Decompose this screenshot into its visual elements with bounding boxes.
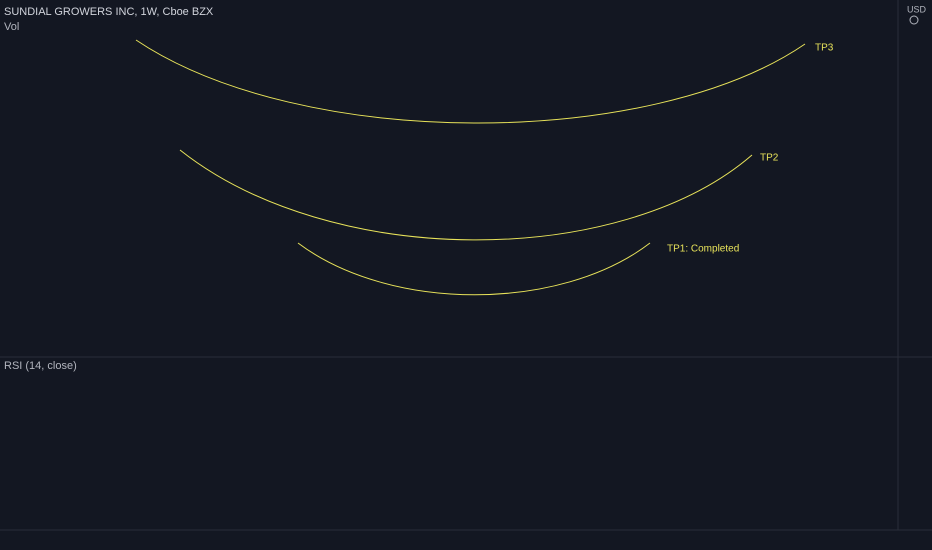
tp2-arc (179, 149, 753, 241)
volume-label: Vol (4, 21, 19, 33)
annotation: TP2 (760, 153, 779, 164)
settings-icon[interactable] (909, 15, 919, 25)
annotation: TP1: Completed (667, 244, 739, 255)
annotation: TP3 (815, 43, 834, 54)
tp1-arc (297, 242, 651, 296)
tp3-arc (135, 39, 806, 124)
arcs: TP3 TP2 TP1: Completed (135, 39, 834, 296)
rsi-label: RSI (14, close) (4, 360, 77, 372)
chart-title: SUNDIAL GROWERS INC, 1W, Cboe BZX (4, 6, 214, 18)
currency: USD (907, 4, 927, 14)
